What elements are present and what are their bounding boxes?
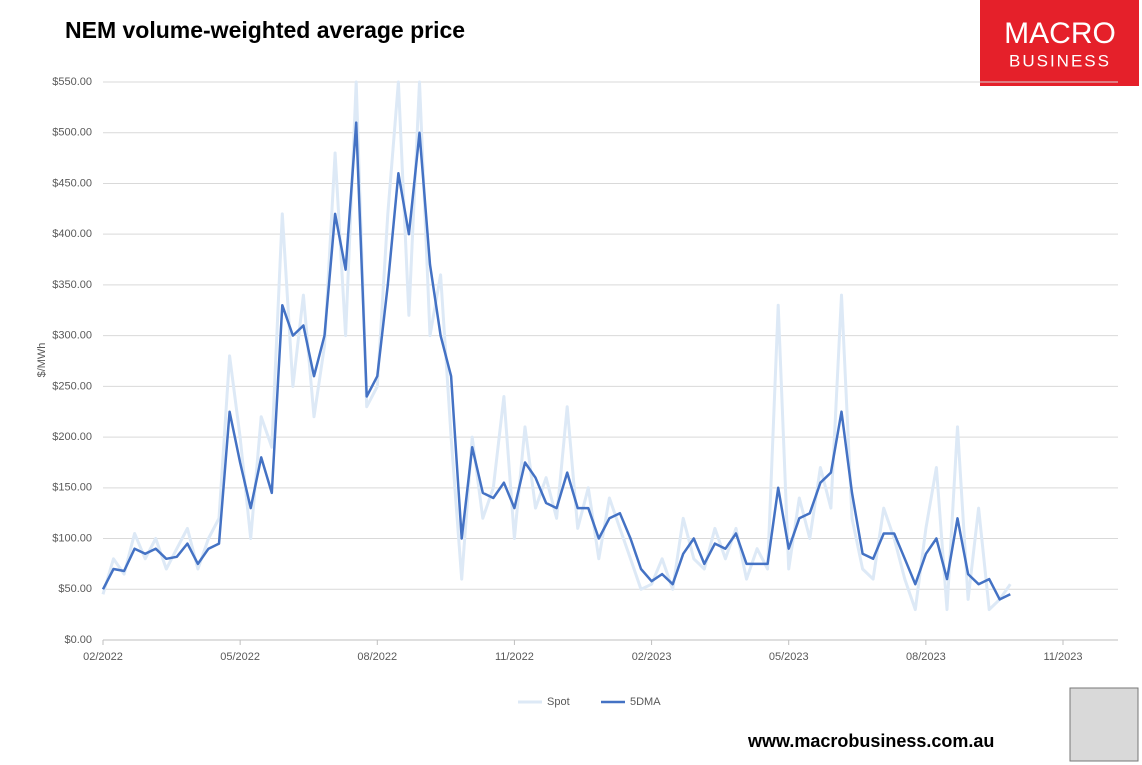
fox-image (1069, 687, 1139, 762)
y-tick-label: $450.00 (52, 177, 92, 189)
website: www.macrobusiness.com.au (747, 731, 994, 751)
x-tick-label: 02/2022 (83, 651, 123, 663)
y-tick-label: $200.00 (52, 431, 92, 443)
x-tick-label: 05/2023 (769, 651, 809, 663)
x-tick-label: 02/2023 (632, 651, 672, 663)
x-tick-label: 05/2022 (220, 651, 260, 663)
logo-box (980, 0, 1139, 86)
x-tick-label: 08/2023 (906, 651, 946, 663)
y-tick-label: $250.00 (52, 380, 92, 392)
y-tick-label: $550.00 (52, 76, 92, 88)
y-tick-label: $300.00 (52, 330, 92, 342)
y-tick-label: $400.00 (52, 228, 92, 240)
y-tick-label: $350.00 (52, 279, 92, 291)
y-tick-label: $50.00 (58, 583, 92, 595)
y-tick-label: $0.00 (64, 634, 92, 646)
chart-title: NEM volume-weighted average price (65, 17, 465, 43)
legend-label: 5DMA (630, 696, 661, 708)
y-tick-label: $150.00 (52, 482, 92, 494)
y-tick-label: $100.00 (52, 532, 92, 544)
x-tick-label: 11/2023 (1044, 651, 1083, 663)
logo-text: BUSINESS (1009, 51, 1111, 70)
y-tick-label: $500.00 (52, 127, 92, 139)
series-line (101, 121, 1011, 601)
x-tick-label: 11/2022 (495, 651, 534, 663)
series-line (101, 80, 1012, 612)
legend-label: Spot (547, 696, 570, 708)
logo-text: MACRO (1004, 17, 1116, 50)
x-tick-label: 08/2022 (357, 651, 397, 663)
y-axis-label: $/MWh (36, 343, 48, 378)
